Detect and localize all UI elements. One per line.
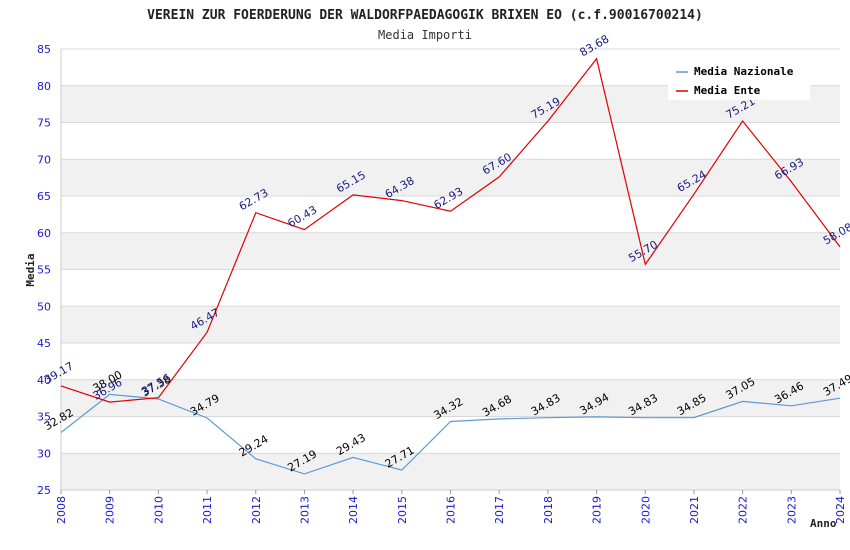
x-tick-label: 2011 — [201, 496, 214, 524]
x-tick-label: 2008 — [55, 496, 68, 524]
grid-band — [61, 306, 840, 343]
chart-title: VEREIN ZUR FOERDERUNG DER WALDORFPAEDAGO… — [147, 8, 703, 23]
data-label: 83.68 — [578, 32, 612, 59]
x-tick-label: 2020 — [639, 496, 652, 524]
x-axis-label: Anno — [810, 517, 837, 530]
y-tick-label: 80 — [37, 80, 51, 93]
x-tick-label: 2023 — [785, 496, 798, 524]
axes — [60, 49, 841, 494]
series-line-ente — [60, 57, 841, 403]
legend-label-nazionale: Media Nazionale — [694, 65, 794, 78]
x-tick-label: 2012 — [250, 496, 263, 524]
grid-band — [61, 379, 840, 417]
x-tick-label: 2009 — [104, 496, 117, 524]
x-tick-label: 2018 — [542, 496, 555, 524]
grid-lines — [61, 48, 840, 491]
y-tick-label: 45 — [37, 337, 51, 350]
data-label: 60.43 — [285, 203, 319, 230]
x-tick-label: 2013 — [298, 496, 311, 524]
chart-subtitle: Media Importi — [378, 28, 472, 42]
x-tick-label: 2022 — [737, 496, 750, 524]
y-tick-label: 60 — [37, 227, 51, 240]
x-tick-label: 2021 — [688, 496, 701, 524]
x-tick-label: 2017 — [493, 496, 506, 524]
y-tick-label: 55 — [37, 264, 51, 277]
y-tick-label: 40 — [37, 374, 51, 387]
series-line-nazionale — [60, 393, 841, 475]
legend-label-ente: Media Ente — [694, 84, 761, 97]
x-tick-label: 2016 — [445, 496, 458, 524]
y-tick-label: 70 — [37, 153, 51, 166]
grid-band — [61, 453, 840, 490]
legend-box — [668, 60, 810, 100]
x-tick-label: 2024 — [834, 496, 847, 524]
x-tick-label: 2010 — [152, 496, 165, 524]
x-tick-label: 2019 — [591, 496, 604, 524]
x-tick-label: 2014 — [347, 496, 360, 524]
y-axis-label: Media — [24, 253, 37, 286]
y-tick-label: 50 — [37, 300, 51, 313]
y-tick-label: 75 — [37, 117, 51, 130]
grid-band — [61, 159, 840, 196]
y-tick-label: 25 — [37, 484, 51, 497]
x-tick-label: 2015 — [396, 496, 409, 524]
grid-bands — [61, 85, 840, 490]
y-tick-label: 65 — [37, 190, 51, 203]
grid-band — [61, 232, 840, 270]
y-tick-label: 85 — [37, 43, 51, 56]
y-tick-label: 30 — [37, 447, 51, 460]
legend: Media Nazionale Media Ente — [668, 60, 810, 100]
series-group — [60, 57, 841, 475]
y-tick-label: 35 — [37, 411, 51, 424]
y-tick-labels: 25 30 35 40 45 50 55 60 65 70 75 80 85 — [37, 43, 51, 497]
x-tick-labels: 2008 2009 2010 2011 2012 2013 2014 2015 2016 2017… — [55, 496, 847, 524]
